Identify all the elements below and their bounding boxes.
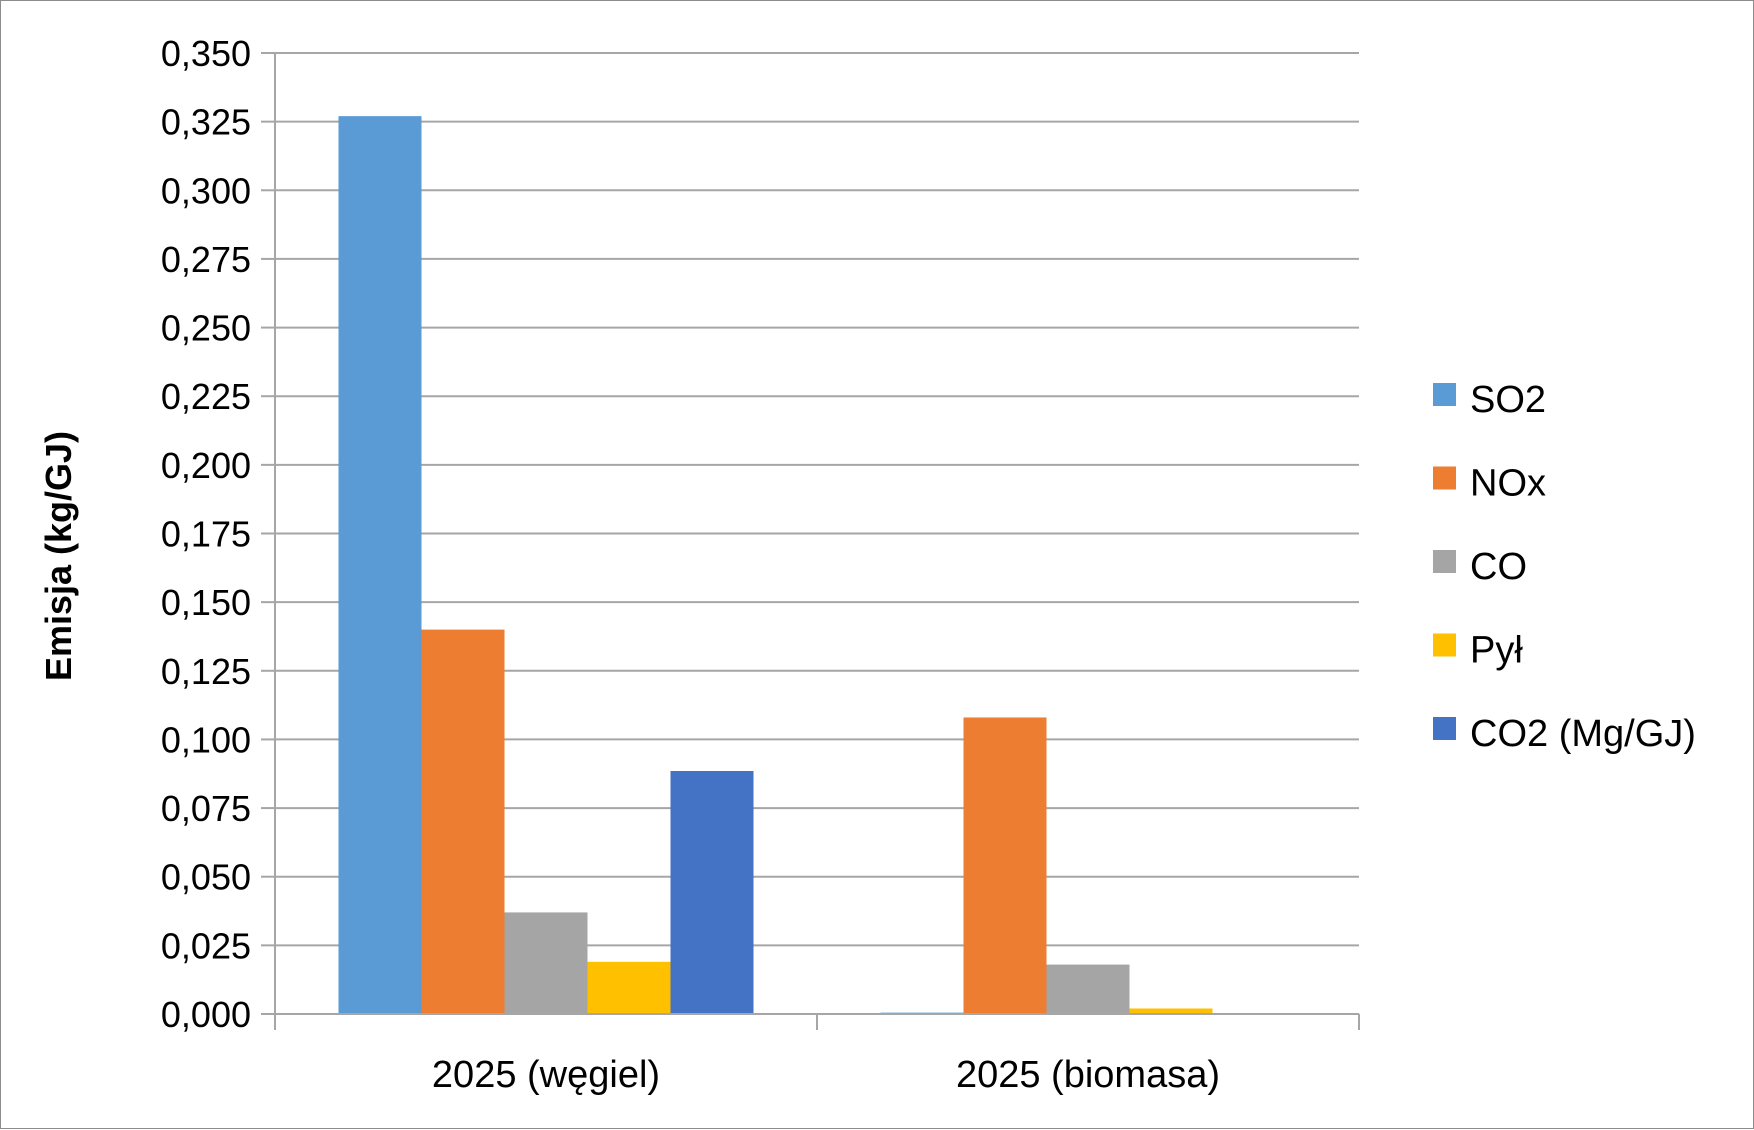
x-category-label: 2025 (węgiel) — [432, 1054, 660, 1096]
gridlines — [275, 52, 1359, 947]
legend-label: NOx — [1470, 463, 1546, 505]
y-tick-label: 0,100 — [161, 719, 251, 760]
legend-swatch — [1433, 633, 1456, 657]
axes — [261, 52, 1360, 1030]
y-tick-label: 0,275 — [161, 239, 251, 280]
y-axis-title: Emisja (kg/GJ) — [38, 431, 79, 681]
bar-so2-0 — [338, 116, 422, 1014]
legend-label: CO — [1470, 546, 1527, 588]
y-tick-label: 0,000 — [161, 994, 251, 1035]
bar-nox-1 — [963, 717, 1047, 1014]
x-category-labels: 2025 (węgiel) 2025 (biomasa) — [432, 1054, 1220, 1096]
legend: SO2 NOx CO Pył CO2 (Mg/GJ) — [1433, 379, 1696, 755]
bar-py--0 — [587, 961, 671, 1014]
bar-co-1 — [1046, 964, 1130, 1014]
bar-py--1 — [1129, 1008, 1213, 1014]
y-tick-label: 0,300 — [161, 170, 251, 211]
bar-nox-0 — [421, 629, 505, 1014]
y-tick-label: 0,150 — [161, 582, 251, 623]
y-tick-labels: 0,000 0,025 0,050 0,075 0,100 0,125 0,150 0,175… — [161, 33, 251, 1035]
bar-co2-mg-gj--0 — [670, 771, 754, 1014]
legend-label: Pył — [1470, 630, 1523, 672]
bar-co-0 — [504, 912, 588, 1014]
y-tick-label: 0,350 — [161, 33, 251, 74]
legend-swatch — [1433, 717, 1456, 740]
legend-swatch — [1433, 466, 1456, 490]
y-tick-label: 0,050 — [161, 857, 251, 898]
y-tick-label: 0,025 — [161, 925, 251, 966]
y-tick-label: 0,200 — [161, 445, 251, 486]
y-tick-label: 0,250 — [161, 308, 251, 349]
legend-label: CO2 (Mg/GJ) — [1470, 713, 1696, 755]
legend-swatch — [1433, 550, 1456, 573]
y-tick-label: 0,225 — [161, 376, 251, 417]
y-tick-label: 0,125 — [161, 651, 251, 692]
y-tick-label: 0,325 — [161, 102, 251, 143]
legend-swatch — [1433, 383, 1456, 406]
bars — [338, 116, 1213, 1014]
legend-label: SO2 — [1470, 379, 1546, 421]
x-category-label: 2025 (biomasa) — [956, 1054, 1220, 1096]
y-tick-label: 0,075 — [161, 788, 251, 829]
y-tick-label: 0,175 — [161, 514, 251, 555]
